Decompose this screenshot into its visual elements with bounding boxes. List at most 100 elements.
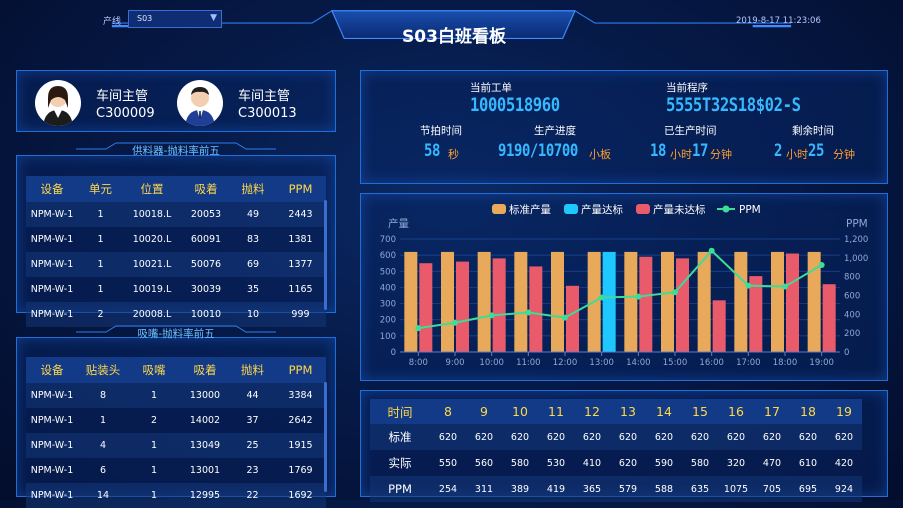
ppm-point (415, 325, 422, 332)
takt-unit: 秒 (448, 148, 459, 161)
takt-label: 节拍时间 (420, 125, 462, 137)
cell: 620 (574, 424, 610, 450)
y-tick-label: 300 (380, 300, 396, 310)
y2-tick-label: 1,200 (844, 235, 868, 245)
bar-standard (734, 251, 748, 352)
cell: 620 (610, 424, 646, 450)
y2-axis-label: PPM (846, 218, 868, 230)
bar-unmet (529, 266, 543, 352)
produced-minutes-unit: 分钟 (710, 148, 732, 161)
production-chart: 标准产量 产量达标 产量未达标 PPM 01002003004005006007000… (380, 203, 869, 368)
feeder-col-ppm: PPM (275, 176, 326, 202)
progress-value: 9190/10700 (498, 141, 578, 161)
cell: 1075 (718, 476, 754, 502)
hours-col-10: 10 (502, 399, 538, 424)
cell: NPM-W-1 (26, 483, 78, 508)
nozzle-title-frame (76, 325, 276, 333)
cell: 2 (78, 302, 123, 327)
cell: 50076 (181, 252, 231, 277)
nozzle-title: 吸嘴-抛料率前五 (137, 328, 215, 340)
cell: 560 (466, 450, 502, 476)
cell: 620 (538, 424, 574, 450)
x-tick-label: 16:00 (699, 358, 724, 368)
hours-col-12: 12 (574, 399, 610, 424)
cell: 705 (754, 476, 790, 502)
ppm-point (452, 319, 458, 326)
legend-swatch-point (722, 205, 730, 213)
x-tick-label: 10:00 (479, 358, 504, 368)
cell: 620 (610, 450, 646, 476)
ppm-point (562, 314, 568, 321)
cell: 620 (718, 424, 754, 450)
row-header: PPM (370, 476, 430, 502)
feeder-scrollbar[interactable] (324, 200, 327, 310)
cell: 620 (754, 424, 790, 450)
ppm-series-line (418, 249, 823, 330)
line-select[interactable]: S03 ▼ (128, 10, 222, 28)
cell: 2443 (275, 202, 326, 227)
ppm-point (782, 283, 788, 290)
cell: 83 (231, 227, 275, 252)
nozzle-col-throw: 抛料 (230, 357, 275, 383)
x-tick-label: 17:00 (736, 358, 761, 368)
cell: 419 (538, 476, 574, 502)
x-tick-label: 12:00 (553, 358, 578, 368)
nozzle-col-ppm: PPM (275, 357, 326, 383)
cell: NPM-W-1 (26, 433, 78, 458)
cell: 590 (646, 450, 682, 476)
supervisor-2-id: C300013 (238, 106, 297, 121)
ppm-point (708, 247, 715, 254)
remaining-hours-unit: 小时 (786, 148, 808, 161)
ppm-point (672, 289, 678, 296)
cell: 35 (231, 277, 275, 302)
cell: 470 (754, 450, 790, 476)
cell: NPM-W-1 (26, 202, 78, 227)
cell: 49 (231, 202, 275, 227)
cell: 530 (538, 450, 574, 476)
feeder-col-unit: 单元 (78, 176, 123, 202)
ppm-point (488, 312, 495, 319)
chart-axes: 0 100 200 300 400 500 600 700 0 200 400 600 800 1,000… (380, 217, 869, 368)
remaining-hours: 2 (774, 141, 782, 161)
chart-bars (404, 251, 836, 352)
cell: 620 (682, 424, 718, 450)
cell: 620 (466, 424, 502, 450)
cell: 311 (466, 476, 502, 502)
table-row: NPM-W-1 2 20008.L 10010 10 999 (26, 302, 326, 327)
feeder-col-position: 位置 (123, 176, 181, 202)
legend-label: 标准产量 (509, 203, 551, 216)
bar-standard (404, 251, 418, 352)
cell: 14002 (180, 408, 230, 433)
bar-unmet (822, 284, 836, 352)
produced-hours-unit: 小时 (670, 148, 692, 161)
hours-col-15: 15 (682, 399, 718, 424)
table-row: NPM-W-1 6 1 13001 23 1769 (26, 458, 326, 483)
cell: NPM-W-1 (26, 302, 78, 327)
nozzle-scrollbar[interactable] (324, 382, 327, 492)
nozzle-col-device: 设备 (26, 357, 78, 383)
cell: NPM-W-1 (26, 408, 78, 433)
avatar-female-icon (35, 80, 81, 126)
cell: NPM-W-1 (26, 277, 78, 302)
y-tick-label: 600 (380, 251, 396, 261)
supervisor-1-text: 车间主管 C300009 (96, 88, 155, 122)
y-tick-label: 500 (380, 267, 396, 277)
table-row: NPM-W-1 1 10021.L 50076 69 1377 (26, 252, 326, 277)
cell: 320 (718, 450, 754, 476)
cell: 13000 (180, 383, 230, 408)
cell: NPM-W-1 (26, 227, 78, 252)
program-label: 当前程序 (666, 82, 708, 94)
page-title: S03白班看板 (402, 27, 506, 47)
cell: 1 (78, 227, 123, 252)
y2-tick-label: 1,000 (844, 254, 868, 264)
x-tick-label: 15:00 (663, 358, 688, 368)
cell: 695 (790, 476, 826, 502)
x-tick-label: 13:00 (589, 358, 614, 368)
feeder-table: 设备 单元 位置 吸着 抛料 PPM NPM-W-1 1 10018.L 20053 4… (26, 176, 326, 327)
row-header: 标准 (370, 424, 430, 450)
supervisor-1-role: 车间主管 (96, 89, 149, 104)
bar-unmet (456, 261, 469, 352)
cell: 620 (646, 424, 682, 450)
info-panel (360, 70, 888, 184)
cell: 1 (128, 433, 180, 458)
